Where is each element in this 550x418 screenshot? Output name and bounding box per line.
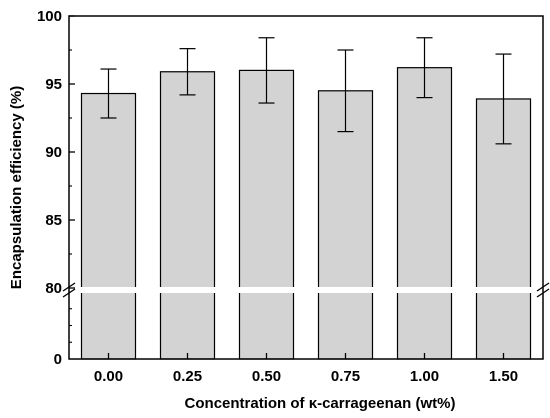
x-tick-label: 1.00: [410, 368, 439, 385]
bar: [317, 90, 374, 360]
x-tick-label: 0.50: [252, 368, 281, 385]
y-tick-label: 95: [45, 76, 62, 93]
plot-frame: [68, 15, 544, 360]
ticks-group: [69, 15, 505, 359]
axis-break-band: [61, 287, 550, 293]
bar: [238, 69, 295, 360]
y-axis-title: Encapsulation efficiency (%): [8, 86, 25, 289]
bar: [159, 71, 216, 360]
y-tick-label: 80: [45, 280, 62, 297]
x-tick-label: 0.25: [173, 368, 202, 385]
bar: [80, 92, 137, 360]
bars-group: [80, 67, 532, 360]
y-tick-label: 0: [54, 351, 62, 368]
bar: [396, 67, 453, 360]
x-tick-label: 0.75: [331, 368, 360, 385]
tick-labels-group: 80 85 90 95 100 0 0.00 0.25 0.50 0.75 1.00 1.50: [37, 8, 518, 385]
y-tick-label: 90: [45, 144, 62, 161]
y-tick-label: 85: [45, 212, 62, 229]
error-bars-group: [100, 37, 512, 145]
x-axis-title: Concentration of κ-carrageenan (wt%): [185, 395, 456, 412]
x-tick-label: 1.50: [489, 368, 518, 385]
x-tick-label: 0.00: [94, 368, 123, 385]
y-tick-label: 100: [37, 8, 62, 25]
